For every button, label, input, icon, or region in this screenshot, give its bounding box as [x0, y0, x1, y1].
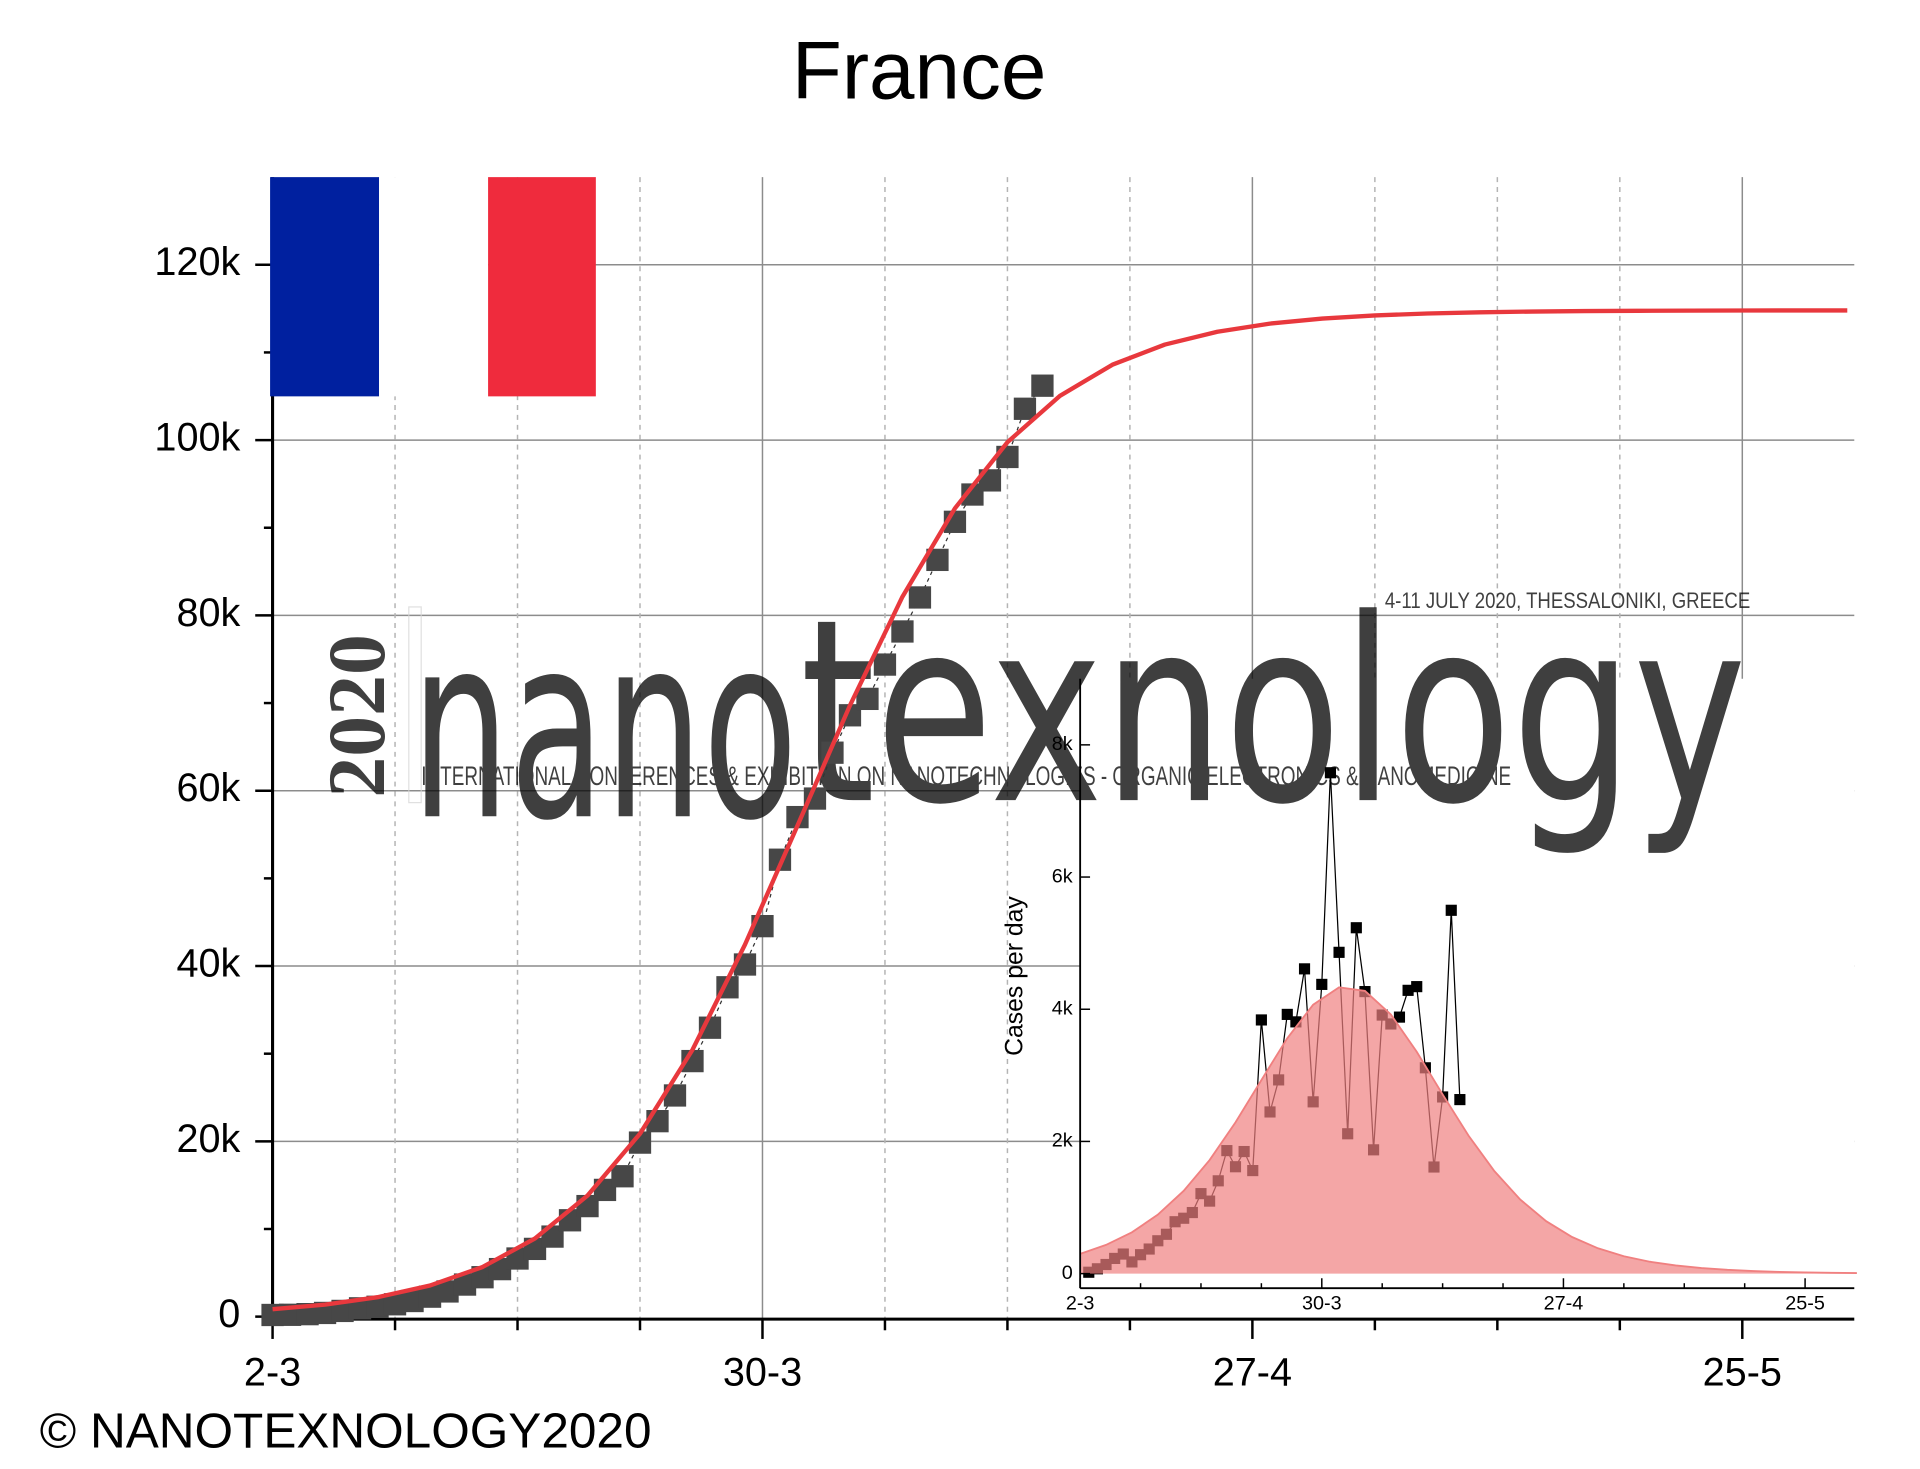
flag-blue: [270, 177, 380, 397]
inset-y-label: Cases per day: [1001, 896, 1028, 1056]
daily-point: [1445, 904, 1457, 916]
data-point: [331, 1299, 354, 1323]
inset-plot: [1079, 767, 1857, 1278]
y-tick-label: 20k: [176, 1117, 240, 1161]
data-point: [978, 469, 1002, 492]
data-point: [453, 1273, 477, 1296]
y-tick-label: 40k: [176, 941, 240, 985]
daily-point: [1333, 946, 1345, 958]
data-point: [348, 1297, 372, 1320]
fit-area-edge: [1079, 986, 1857, 1275]
y-tick-label: 0: [218, 1292, 240, 1336]
daily-point: [1411, 981, 1423, 993]
inset-x-tick-label: 25-5: [1785, 1292, 1825, 1314]
footer: © NANOTEXNOLOGY2020: [40, 1403, 652, 1458]
y-tick-label: 100k: [154, 416, 240, 460]
y-tick-label: 120k: [154, 240, 240, 284]
x-tick-label: 2-3: [244, 1350, 301, 1394]
daily-point: [1281, 1008, 1293, 1020]
data-point: [436, 1280, 459, 1303]
daily-point: [1298, 963, 1311, 975]
flag-red: [488, 177, 596, 397]
daily-point: [1255, 1014, 1267, 1026]
inset-chart: 0 2k 4k 6k 8k 2-3 30-3 27-4 25-5 Cases per day: [1001, 678, 1857, 1321]
inset-y-tick-label: 6k: [1052, 865, 1073, 887]
fit-line: [272, 308, 1848, 1312]
watermark-word: texnology: [800, 564, 1746, 860]
data-point: [1031, 374, 1054, 397]
data-point: [418, 1285, 442, 1308]
flag: [270, 177, 596, 397]
chart-title: France: [792, 25, 1046, 116]
data-point: [383, 1293, 407, 1316]
daily-point: [1316, 978, 1328, 990]
inset-x-tick-label: 27-4: [1544, 1292, 1584, 1314]
inset-y-tick-label: 2k: [1052, 1130, 1073, 1152]
data-point: [488, 1257, 512, 1281]
inset-x-tick-label: 30-3: [1302, 1292, 1342, 1314]
data-point: [313, 1301, 337, 1325]
main-chart: 0 20k 40k 60k 80k 100k 120k 2-3 30-3 27-4 25-5: [154, 177, 1855, 1394]
x-tick-label: 25-5: [1703, 1350, 1782, 1394]
data-point: [611, 1165, 634, 1188]
data-point: [891, 620, 914, 643]
fit-area: [1080, 987, 1857, 1274]
watermark-tagline: INTERNATIONAL CONFERENCES & EXHIBITION O…: [421, 760, 1511, 791]
data-point: [873, 653, 897, 676]
daily-point: [1393, 1011, 1406, 1023]
data-point: [401, 1289, 424, 1313]
data-point: [366, 1295, 389, 1318]
data-point: [471, 1266, 494, 1289]
data-point: [961, 483, 984, 506]
data-point: [926, 548, 949, 572]
daily-point: [1350, 922, 1362, 934]
x-tick-label: 27-4: [1213, 1350, 1292, 1394]
watermark-dates: 4-11 JULY 2020, THESSALONIKI, GREECE: [1385, 588, 1750, 613]
daily-point: [1290, 1016, 1302, 1028]
daily-point: [1324, 767, 1336, 779]
watermark-year: 2020: [311, 634, 402, 797]
watermark: 2020 nano texnology INTERNATIONAL CONFER…: [311, 564, 1750, 876]
x-tick-label: 30-3: [723, 1350, 802, 1394]
watermark-frame: [408, 606, 422, 804]
y-tick-label: 60k: [176, 766, 240, 810]
y-tick-label: 80k: [176, 591, 240, 635]
inset-y-tick-label: 8k: [1052, 733, 1073, 755]
data-point: [856, 687, 879, 711]
daily-point: [1402, 984, 1414, 996]
watermark-word: nano: [411, 580, 797, 876]
daily-point: [1454, 1094, 1466, 1106]
inset-y-tick-label: 0: [1062, 1262, 1073, 1284]
inset-y-tick-label: 4k: [1052, 997, 1073, 1019]
inset-x-tick-label: 2-3: [1066, 1292, 1095, 1314]
data-point: [908, 586, 932, 609]
data-point: [1013, 397, 1037, 420]
flag-white: [379, 177, 489, 397]
